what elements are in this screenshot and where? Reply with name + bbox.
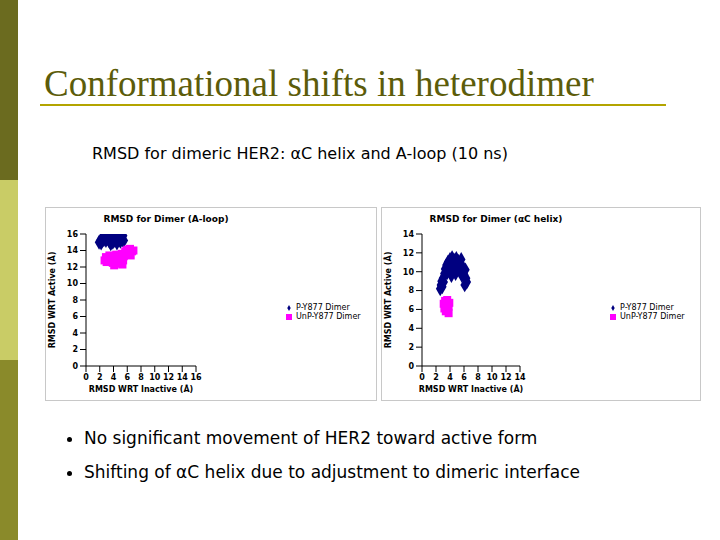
svg-text:16: 16 (190, 373, 202, 382)
svg-text:12: 12 (500, 373, 511, 382)
svg-text:16: 16 (67, 230, 79, 239)
svg-text:6: 6 (408, 305, 414, 314)
html-text:P-Y877 Dimer: P-Y877 Dimer (620, 303, 674, 312)
svg-text:2: 2 (433, 373, 439, 382)
svg-text:8: 8 (408, 286, 414, 295)
svg-text:RMSD WRT Active (Å): RMSD WRT Active (Å) (47, 252, 57, 349)
svg-text:RMSD WRT Inactive (Å): RMSD WRT Inactive (Å) (89, 384, 193, 394)
svg-text:10: 10 (403, 268, 415, 277)
svg-text:14: 14 (514, 373, 526, 382)
html-text:P-Y877 Dimer: P-Y877 Dimer (296, 303, 350, 312)
svg-text:14: 14 (403, 230, 415, 239)
svg-text:12: 12 (163, 373, 174, 382)
svg-text:RMSD WRT Inactive (Å): RMSD WRT Inactive (Å) (419, 384, 523, 394)
svg-text:10: 10 (67, 279, 79, 288)
svg-text:6: 6 (461, 373, 467, 382)
svg-text:8: 8 (138, 373, 144, 382)
svg-text:4: 4 (408, 324, 414, 333)
html-text:Conformational shifts in heter: Conformational shifts in heterodimer (44, 63, 594, 104)
svg-text:0: 0 (408, 362, 414, 371)
svg-text:10: 10 (149, 373, 161, 382)
svg-text:14: 14 (177, 373, 189, 382)
svg-text:0: 0 (72, 362, 78, 371)
svg-text:2: 2 (408, 343, 414, 352)
svg-text:2: 2 (72, 345, 78, 354)
svg-text:2: 2 (97, 373, 103, 382)
svg-text:12: 12 (67, 263, 78, 272)
html-text:RMSD for dimeric HER2: αC heli: RMSD for dimeric HER2: αC helix and A-lo… (92, 144, 508, 163)
svg-text:8: 8 (72, 296, 78, 305)
svg-text:0: 0 (419, 373, 425, 382)
svg-text:4: 4 (447, 373, 453, 382)
html-text:RMSD for Dimer (αC helix): RMSD for Dimer (αC helix) (429, 214, 563, 224)
html-text:Shifting of αC helix due to ad: Shifting of αC helix due to adjustment t… (84, 462, 580, 482)
svg-text:4: 4 (111, 373, 117, 382)
svg-text:RMSD WRT Active (Å): RMSD WRT Active (Å) (383, 252, 393, 349)
html-text:UnP-Y877 Dimer: UnP-Y877 Dimer (620, 312, 685, 321)
svg-text:12: 12 (403, 249, 414, 258)
svg-text:14: 14 (67, 246, 79, 255)
svg-text:6: 6 (124, 373, 130, 382)
html-text:UnP-Y877 Dimer: UnP-Y877 Dimer (296, 312, 361, 321)
svg-text:10: 10 (486, 373, 498, 382)
html-text:RMSD for Dimer (A-loop): RMSD for Dimer (A-loop) (103, 214, 229, 224)
svg-text:0: 0 (83, 373, 89, 382)
svg-text:8: 8 (475, 373, 481, 382)
svg-text:4: 4 (72, 329, 78, 338)
html-text:No significant movement of HER: No significant movement of HER2 toward a… (84, 428, 538, 448)
svg-text:6: 6 (72, 312, 78, 321)
